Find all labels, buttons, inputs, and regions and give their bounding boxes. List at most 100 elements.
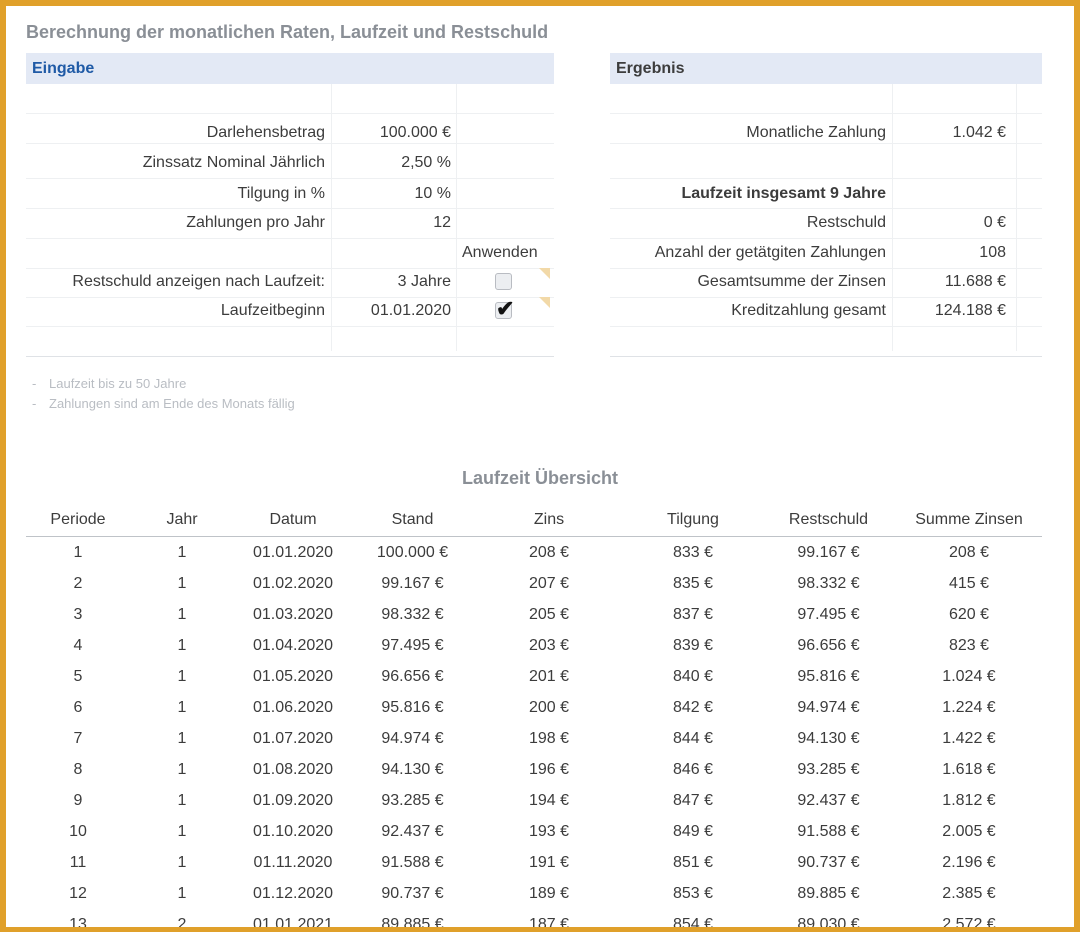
table-cell: 89.030 € <box>797 915 860 932</box>
table-row: 12 1 01.12.2020 90.737 € 189 € 853 € 89.885 € 2… <box>26 878 1042 909</box>
grid-line <box>610 113 1042 114</box>
loan-amount-value[interactable]: 100.000 € <box>379 124 451 141</box>
interest-rate-value[interactable]: 2,50 % <box>401 154 451 171</box>
table-cell: 4 <box>73 636 83 654</box>
total-interest-row: Gesamtsumme der Zinsen 11.688 € <box>610 267 1042 297</box>
table-cell: 01.08.2020 <box>252 760 334 778</box>
table-row: 1 1 01.01.2020 100.000 € 208 € 833 € 99.167 € 2… <box>26 537 1042 569</box>
loan-amount-label: Darlehensbetrag <box>206 124 325 141</box>
table-cell: 2.196 € <box>942 853 996 871</box>
table-cell: 1 <box>177 853 187 871</box>
payments-made-label: Anzahl der getätgiten Zahlungen <box>654 244 886 261</box>
repayment-label: Tilgung in % <box>237 185 325 202</box>
schedule-header-row: Periode Jahr Datum Stand Zins Tilgung Re… <box>26 503 1042 537</box>
table-cell: 2.385 € <box>942 884 996 902</box>
show-balance-checkbox[interactable] <box>495 273 512 290</box>
table-cell: 93.285 € <box>381 791 444 809</box>
table-cell: 92.437 € <box>381 822 444 840</box>
grid-line <box>26 208 554 209</box>
table-cell: 7 <box>73 729 83 747</box>
table-cell: 1 <box>177 822 187 840</box>
table-cell: 89.885 € <box>797 884 860 902</box>
table-cell: 99.167 € <box>381 574 444 592</box>
term-start-checkbox[interactable]: ✔ <box>495 296 514 321</box>
grid-line <box>610 143 1042 144</box>
table-cell: 94.130 € <box>381 760 444 778</box>
table-cell: 96.656 € <box>381 667 444 685</box>
table-cell: 01.03.2020 <box>252 605 334 623</box>
table-cell: 01.01.2021 <box>252 915 334 932</box>
table-cell: 1 <box>177 636 187 654</box>
table-cell: 98.332 € <box>797 574 860 592</box>
payments-per-year-value[interactable]: 12 <box>433 214 451 231</box>
grid-line <box>610 178 1042 179</box>
table-row: 8 1 01.08.2020 94.130 € 196 € 846 € 93.285 € 1.… <box>26 754 1042 785</box>
table-cell: 844 € <box>672 729 714 747</box>
grid-line <box>610 208 1042 209</box>
total-term-label: Laufzeit insgesamt 9 Jahre <box>681 185 886 202</box>
show-balance-value[interactable]: 3 Jahre <box>397 273 451 290</box>
table-cell: 12 <box>69 884 87 902</box>
table-cell: 189 € <box>528 884 570 902</box>
column-divider <box>456 84 457 351</box>
table-cell: 840 € <box>672 667 714 685</box>
table-cell: 96.656 € <box>797 636 860 654</box>
table-cell: 2.005 € <box>942 822 996 840</box>
table-cell: 2.572 € <box>942 915 996 932</box>
term-start-value[interactable]: 01.01.2020 <box>370 302 451 319</box>
grid-line <box>26 297 554 298</box>
schedule-title: Laufzeit Übersicht <box>461 468 619 488</box>
monthly-payment-row: Monatliche Zahlung 1.042 € <box>610 118 1042 148</box>
interest-rate-label: Zinssatz Nominal Jährlich <box>142 154 325 171</box>
total-interest-label: Gesamtsumme der Zinsen <box>697 273 886 290</box>
table-cell: 1.618 € <box>942 760 996 778</box>
table-row: 10 1 01.10.2020 92.437 € 193 € 849 € 91.588 € 2… <box>26 816 1042 847</box>
table-cell: 854 € <box>672 915 714 932</box>
column-header: Stand <box>352 503 473 537</box>
table-cell: 1 <box>177 729 187 747</box>
table-cell: 1.224 € <box>942 698 996 716</box>
table-cell: 198 € <box>528 729 570 747</box>
table-cell: 1 <box>177 667 187 685</box>
table-cell: 01.07.2020 <box>252 729 334 747</box>
column-header: Jahr <box>130 503 234 537</box>
table-cell: 196 € <box>528 760 570 778</box>
grid-line <box>610 297 1042 298</box>
table-cell: 1 <box>177 791 187 809</box>
table-cell: 1 <box>177 698 187 716</box>
table-cell: 100.000 € <box>376 543 449 561</box>
table-cell: 91.588 € <box>797 822 860 840</box>
interest-rate-row: Zinssatz Nominal Jährlich 2,50 % <box>26 148 554 178</box>
notes-list: - Laufzeit bis zu 50 Jahre - Zahlungen sin… <box>32 374 295 414</box>
table-cell: 5 <box>73 667 83 685</box>
remaining-debt-value: 0 € <box>983 214 1006 231</box>
table-cell: 1.422 € <box>942 729 996 747</box>
grid-line <box>26 356 554 357</box>
term-start-row: Laufzeitbeginn 01.01.2020 ✔ <box>26 296 554 326</box>
column-header: Zins <box>473 503 625 537</box>
note-item: - Laufzeit bis zu 50 Jahre <box>32 376 187 391</box>
table-cell: 1 <box>177 574 187 592</box>
table-cell: 01.10.2020 <box>252 822 334 840</box>
repayment-value[interactable]: 10 % <box>414 185 451 202</box>
table-cell: 89.885 € <box>381 915 444 932</box>
table-cell: 837 € <box>672 605 714 623</box>
note-item: - Zahlungen sind am Ende des Monats fälli… <box>32 396 295 411</box>
total-interest-value: 11.688 € <box>944 273 1006 290</box>
table-row: 7 1 01.07.2020 94.974 € 198 € 844 € 94.130 € 1.… <box>26 723 1042 754</box>
table-cell: 95.816 € <box>381 698 444 716</box>
table-cell: 01.04.2020 <box>252 636 334 654</box>
remaining-debt-label: Restschuld <box>806 214 886 231</box>
table-cell: 1.812 € <box>942 791 996 809</box>
table-cell: 93.285 € <box>797 760 860 778</box>
table-cell: 92.437 € <box>797 791 860 809</box>
total-credit-value: 124.188 € <box>934 302 1006 319</box>
column-header: Periode <box>26 503 130 537</box>
table-cell: 01.01.2020 <box>252 543 334 561</box>
schedule-body: 1 1 01.01.2020 100.000 €208 €833 €99.167 €2… <box>26 537 1042 932</box>
table-row: 5 1 01.05.2020 96.656 € 201 € 840 € 95.816 € 1.… <box>26 661 1042 692</box>
table-cell: 90.737 € <box>381 884 444 902</box>
total-credit-label: Kreditzahlung gesamt <box>731 302 886 319</box>
column-header: Datum <box>234 503 352 537</box>
payments-made-row: Anzahl der getätgiten Zahlungen 108 <box>610 238 1042 268</box>
